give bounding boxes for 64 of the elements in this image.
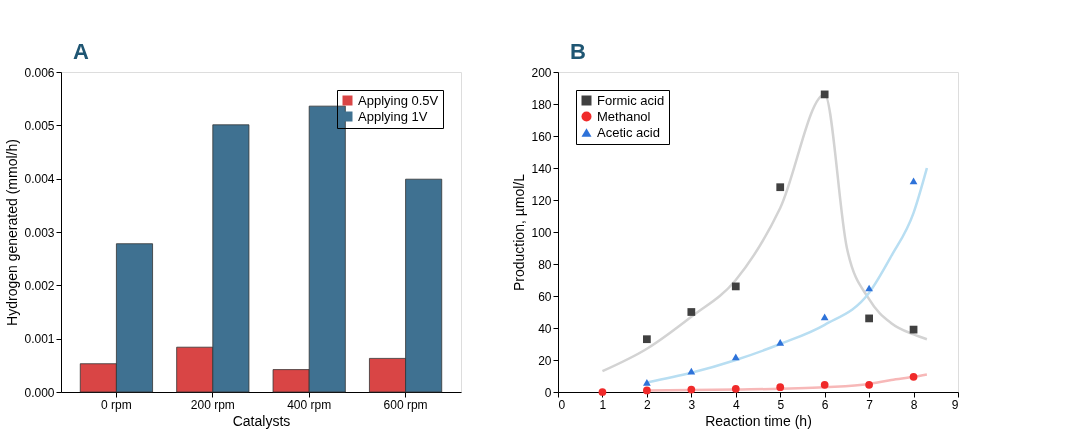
point (865, 314, 873, 323)
y-tick-label: 0.005 (24, 118, 55, 133)
point (687, 367, 696, 375)
y-tick-label: 0.000 (24, 385, 55, 400)
point (731, 353, 740, 361)
x-tick-label: 1 (599, 397, 607, 412)
point (643, 386, 651, 395)
point (731, 282, 740, 291)
y-tick-label: 40 (538, 321, 552, 336)
text: A (73, 39, 89, 64)
point (598, 388, 607, 396)
x-tick-label: 0 (558, 397, 566, 412)
point (820, 313, 829, 321)
x-tick-label: 2 (644, 397, 652, 412)
y-tick-label: 0.001 (24, 332, 55, 347)
x-tick-label: 200 rpm (190, 397, 235, 412)
point (865, 380, 873, 389)
y-tick-label: 180 (531, 97, 552, 112)
x-tick-label: 8 (910, 397, 918, 412)
y-tick-label: 160 (531, 129, 552, 144)
legend-label: Applying 0.5V (358, 92, 439, 108)
y-axis-title: Production, µmol/L (511, 173, 528, 292)
y-tick-label: 140 (531, 161, 552, 176)
y-tick-label: 100 (531, 225, 552, 240)
y-tick-label: 200 (531, 65, 552, 80)
text: B (570, 39, 586, 64)
point (687, 308, 696, 316)
point (776, 183, 785, 192)
y-tick-label: 120 (531, 193, 552, 208)
x-tick-label: 400 rpm (287, 397, 332, 412)
point (909, 372, 918, 381)
legend-label: Methanol (597, 108, 651, 124)
line-series (645, 166, 929, 384)
legend-label: Acetic acid (597, 124, 660, 140)
point (776, 383, 785, 392)
x-tick-label: 4 (732, 397, 740, 412)
y-tick-label: 0.006 (24, 65, 55, 80)
y-axis-title: Hydrogen generated (mmol/h) (4, 139, 21, 326)
point (820, 90, 829, 99)
y-tick-label: 0.004 (24, 172, 55, 187)
x-tick-label: 9 (951, 397, 959, 412)
point (776, 339, 785, 346)
x-tick-label: 6 (821, 397, 829, 412)
x-tick-label: 5 (777, 397, 785, 412)
x-axis-title: Reaction time (h) (705, 412, 812, 429)
y-tick-label: 0 (544, 385, 552, 400)
x-tick-label: 3 (688, 397, 696, 412)
x-axis-title: Catalysts (232, 412, 291, 429)
point (909, 177, 918, 185)
y-tick-label: 0.003 (24, 225, 55, 240)
point (643, 379, 651, 386)
y-tick-label: 20 (538, 353, 552, 368)
point (820, 380, 829, 389)
x-tick-label: 0 rpm (101, 397, 132, 412)
point (687, 385, 696, 394)
point (731, 384, 740, 393)
y-tick-label: 80 (538, 257, 552, 272)
y-tick-label: 0.002 (24, 278, 55, 293)
y-tick-label: 60 (538, 289, 552, 304)
legend-label: Formic acid (597, 92, 665, 108)
x-tick-label: 600 rpm (383, 397, 428, 412)
x-tick-label: 7 (866, 397, 874, 412)
point (643, 335, 651, 344)
legend-label: Applying 1V (358, 108, 428, 124)
